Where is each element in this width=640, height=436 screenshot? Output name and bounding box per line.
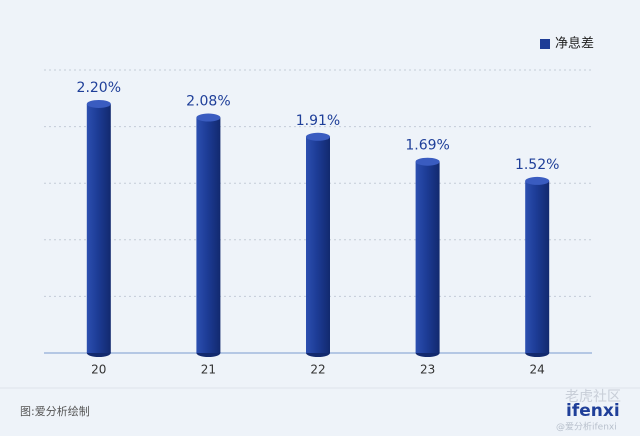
value-label: 1.91% [296,113,340,129]
legend-label: 净息差 [555,36,594,52]
bar [306,136,330,353]
x-tick-label: 22 [310,363,325,377]
bar [525,180,550,353]
value-label: 1.52% [515,157,559,173]
watermark: 老虎社区 [565,389,621,405]
value-label: 1.69% [405,138,449,154]
bar-top [86,99,111,108]
watermark: @爱分析ifenxi [556,421,617,433]
x-tick-label: 20 [91,363,106,377]
bar-top [415,157,440,166]
source: 图:爱分析绘制 [20,404,90,418]
x-tick-label: 21 [201,363,216,377]
value-label: 2.20% [77,80,121,96]
bar-top [306,132,330,141]
bar [196,117,221,353]
legend-swatch [540,39,550,49]
bar-top [525,176,550,185]
bar [415,161,440,353]
watermark-logo: ifenxi [566,401,620,421]
bar [86,103,111,354]
bar-top [196,113,221,122]
x-tick-label: 24 [530,363,545,377]
value-label: 2.08% [186,94,230,110]
x-tick-label: 23 [420,363,435,377]
